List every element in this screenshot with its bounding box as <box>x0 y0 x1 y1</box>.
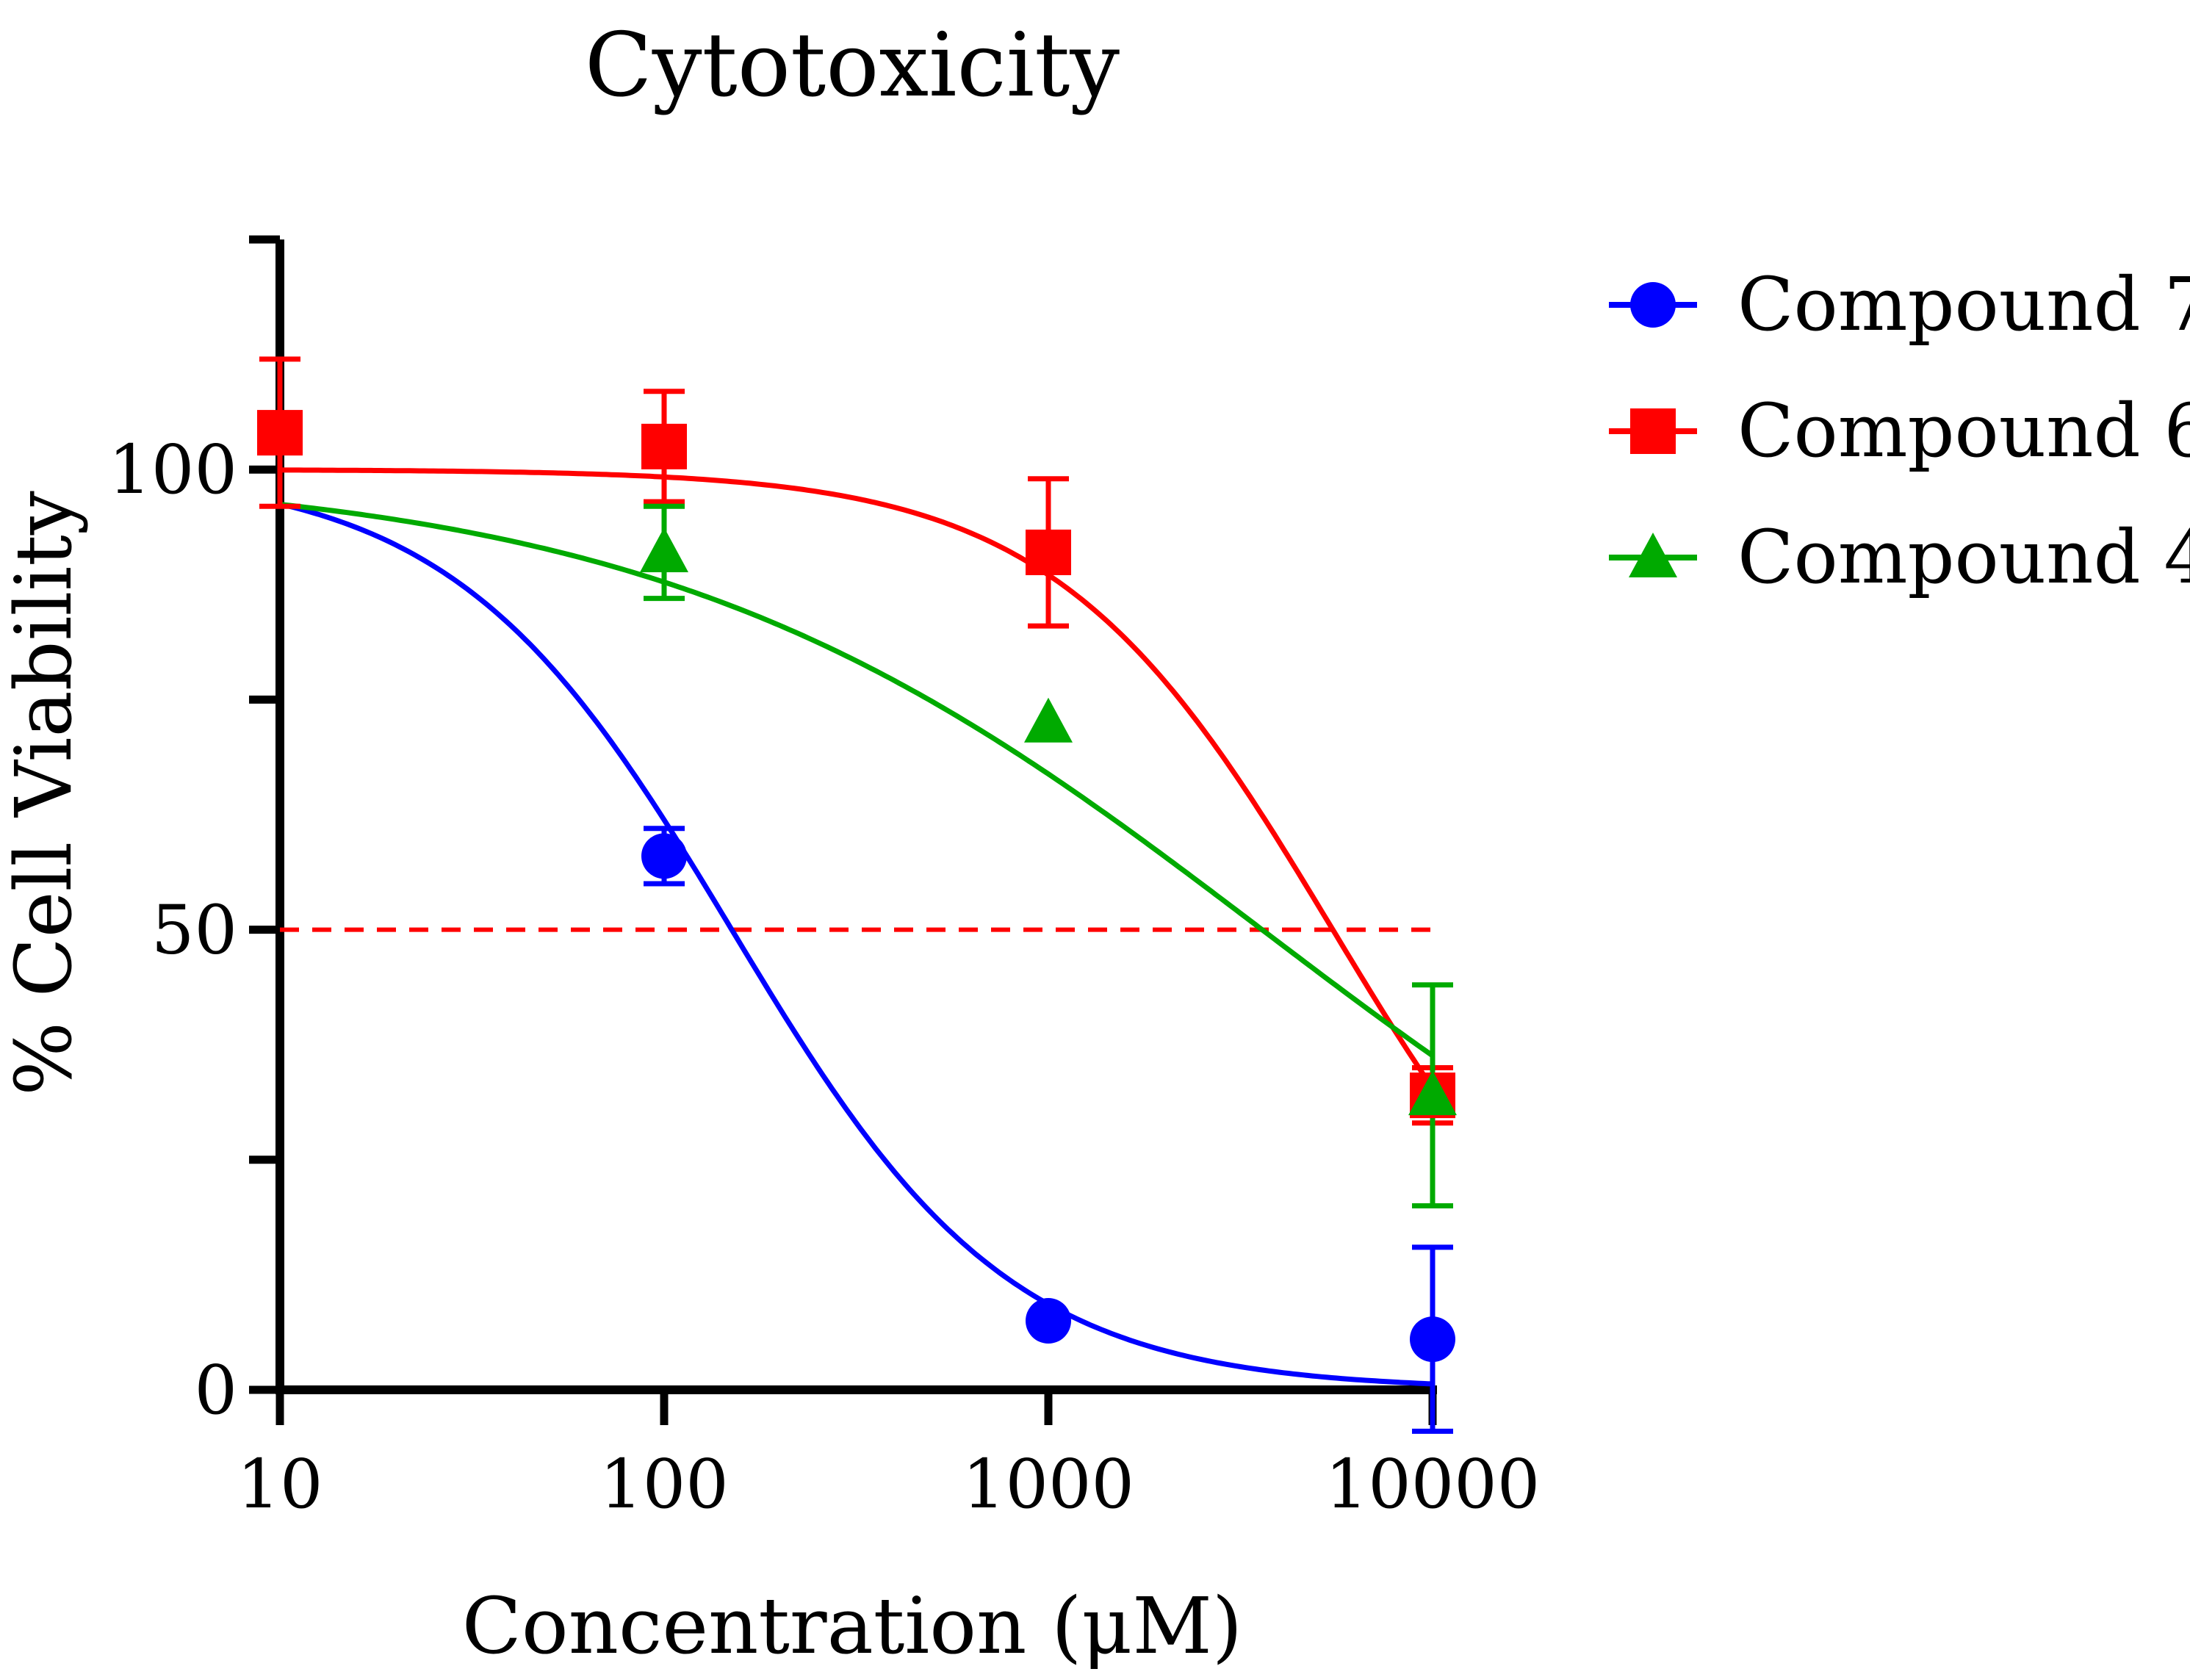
data-point <box>1026 1298 1071 1344</box>
data-point <box>641 423 687 469</box>
data-point <box>640 527 688 572</box>
chart-title: Cytotoxicity <box>585 15 1120 117</box>
legend-marker <box>1629 533 1677 577</box>
axes: 0 50 100 10 100 1000 10000 <box>108 235 1541 1524</box>
fit-curves <box>279 467 1435 1387</box>
data-point <box>641 833 687 879</box>
fit-curve-compound-6 <box>279 467 1435 1090</box>
fit-curve-compound-4 <box>279 502 1435 1058</box>
data-point <box>1024 697 1073 743</box>
x-tick-label: 10 <box>237 1445 323 1524</box>
legend: Compound 7 Compound 6 Compound 4 <box>1609 262 2190 600</box>
legend-item: Compound 7 <box>1609 262 2190 347</box>
data-point <box>1408 1070 1457 1116</box>
x-tick-label: 1000 <box>962 1445 1134 1524</box>
data-point <box>257 410 303 456</box>
legend-item: Compound 4 <box>1609 514 2190 600</box>
data-point <box>1026 529 1071 575</box>
error-bars <box>259 356 1453 1434</box>
x-tick-label: 100 <box>599 1445 729 1524</box>
y-tick-label: 0 <box>194 1351 237 1430</box>
legend-marker <box>1630 408 1676 454</box>
legend-label: Compound 4 <box>1737 514 2190 600</box>
y-tick-label: 50 <box>151 891 237 970</box>
legend-label: Compound 6 <box>1737 388 2190 474</box>
fit-curve-compound-7 <box>279 501 1433 1387</box>
x-axis-label: Concentration (μM) <box>462 1581 1242 1671</box>
legend-label: Compound 7 <box>1737 262 2190 347</box>
x-tick-label: 10000 <box>1325 1445 1541 1524</box>
data-points <box>257 410 1457 1363</box>
y-tick-label: 100 <box>108 430 237 509</box>
data-point <box>1410 1316 1455 1363</box>
legend-item: Compound 6 <box>1609 388 2190 474</box>
legend-marker <box>1630 282 1676 328</box>
y-axis-label: % Cell Viability <box>0 491 89 1096</box>
